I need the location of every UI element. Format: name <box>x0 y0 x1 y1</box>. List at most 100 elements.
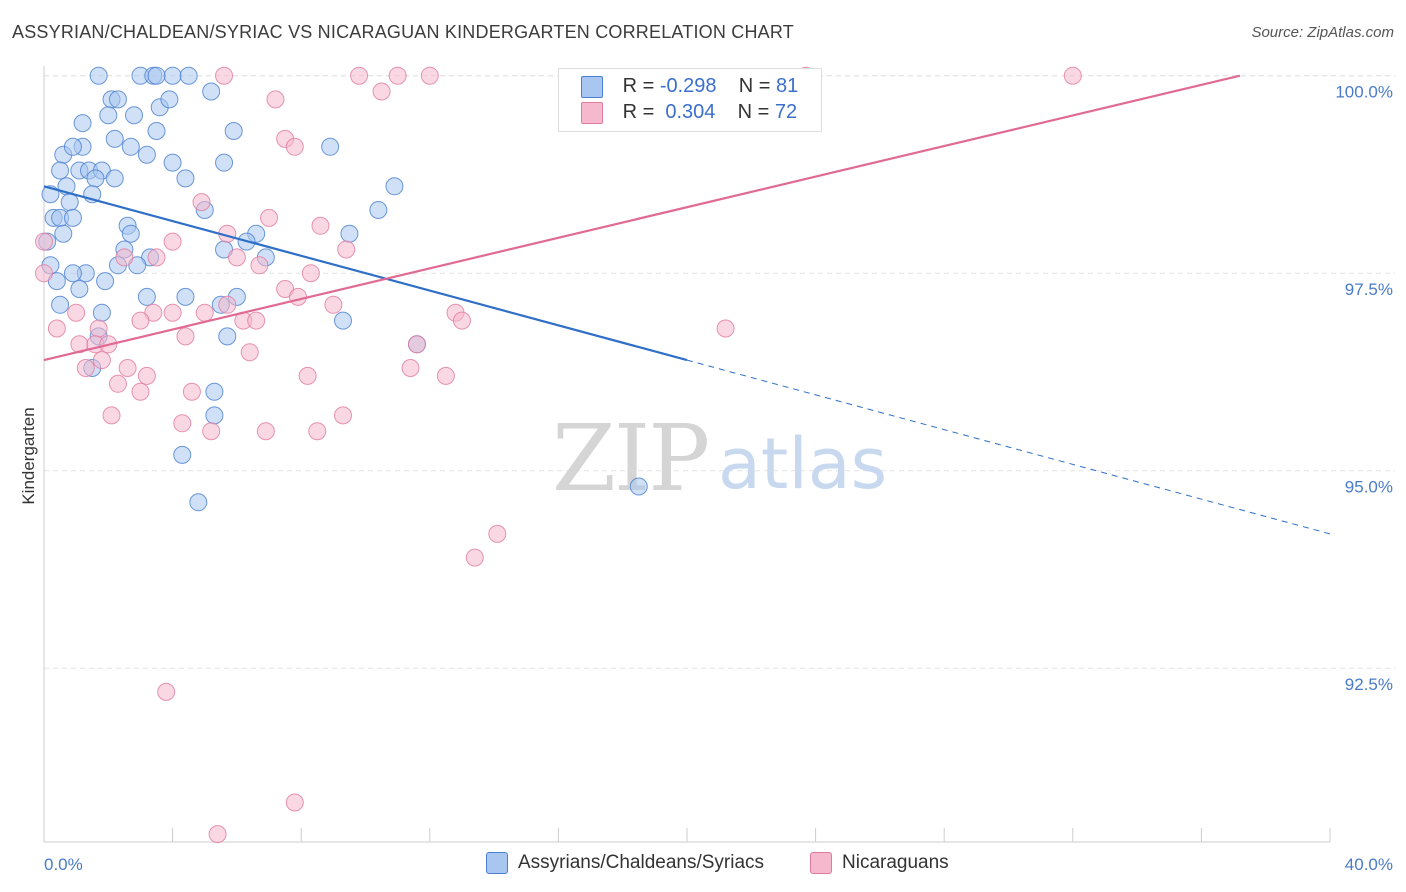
point-nicaraguan <box>108 374 127 393</box>
point-assyrian <box>147 122 166 140</box>
x-tick-label: 0.0% <box>44 855 83 874</box>
legend-item-assyrians[interactable]: Assyrians/Chaldeans/Syriacs <box>486 852 764 874</box>
point-assyrian <box>369 201 388 219</box>
point-nicaraguan <box>288 287 307 306</box>
point-assyrian <box>629 477 648 496</box>
trendline-assyrian <box>43 185 688 362</box>
point-assyrian <box>333 311 352 330</box>
legend-r-label: R = <box>622 101 655 123</box>
point-assyrian <box>86 169 105 188</box>
point-assyrian <box>96 272 115 291</box>
point-nicaraguan <box>301 264 320 283</box>
trendline-assyrian-extension <box>686 359 1331 535</box>
point-nicaraguan <box>163 232 182 251</box>
point-assyrian <box>128 256 147 275</box>
x-tick-label: 40.0% <box>1345 855 1393 874</box>
point-nicaraguan <box>1063 66 1082 85</box>
point-nicaraguan <box>333 406 352 425</box>
point-assyrian <box>99 106 118 125</box>
point-assyrian <box>51 161 70 180</box>
point-nicaraguan <box>285 137 304 156</box>
point-nicaraguan <box>298 366 317 385</box>
point-assyrian <box>179 66 198 85</box>
point-nicaraguan <box>420 66 439 85</box>
y-tick-label: 100.0% <box>1335 83 1393 102</box>
point-nicaraguan <box>337 240 356 259</box>
point-assyrian <box>147 66 166 85</box>
point-nicaraguan <box>388 66 407 85</box>
point-nicaraguan <box>92 351 111 370</box>
point-assyrian <box>105 169 124 188</box>
point-assyrian <box>47 272 66 291</box>
legend-r-label: R = <box>622 75 655 97</box>
point-nicaraguan <box>115 248 134 267</box>
point-nicaraguan <box>250 256 269 275</box>
point-assyrian <box>60 193 79 212</box>
point-nicaraguan <box>372 82 391 101</box>
point-assyrian <box>321 137 340 156</box>
point-nicaraguan <box>488 524 507 543</box>
point-nicaraguan <box>311 216 330 235</box>
legend-swatch-pink <box>581 101 603 124</box>
point-nicaraguan <box>35 264 53 283</box>
point-nicaraguan <box>256 422 275 441</box>
point-nicaraguan <box>131 311 150 330</box>
point-assyrian <box>70 280 89 298</box>
legend-item-nicaraguans[interactable]: Nicaraguans <box>810 852 949 874</box>
point-assyrian <box>89 66 108 85</box>
point-nicaraguan <box>202 422 221 441</box>
point-assyrian <box>173 445 192 464</box>
point-assyrian <box>205 382 224 401</box>
y-axis-label: Kindergarten <box>19 407 38 504</box>
point-assyrian <box>121 137 140 156</box>
point-assyrian <box>176 287 195 306</box>
point-nicaraguan <box>102 406 121 425</box>
legend-swatch-pink <box>810 852 832 874</box>
point-nicaraguan <box>240 343 259 362</box>
legend-row-assyrians: R = -0.298 N = 81 <box>581 75 798 101</box>
point-nicaraguan <box>137 366 156 385</box>
legend-n-label: N = <box>737 101 770 123</box>
point-assyrian <box>189 493 208 512</box>
point-nicaraguan <box>47 319 66 338</box>
stats-legend: R = -0.298 N = 81 R = 0.304 N = 72 <box>558 68 822 132</box>
point-nicaraguan <box>465 548 484 567</box>
grid-lines <box>44 75 1395 669</box>
point-nicaraguan <box>260 208 279 227</box>
point-nicaraguan <box>215 66 234 85</box>
point-assyrian <box>92 303 111 322</box>
point-assyrian <box>160 90 179 109</box>
point-assyrian <box>202 82 221 101</box>
data-points <box>35 66 1082 844</box>
point-nicaraguan <box>324 295 343 314</box>
point-assyrian <box>108 90 127 109</box>
y-tick-label: 92.5% <box>1345 675 1393 694</box>
point-assyrian <box>218 327 237 346</box>
point-nicaraguan <box>350 66 369 85</box>
point-nicaraguan <box>182 382 201 401</box>
point-nicaraguan <box>67 303 86 322</box>
point-assyrian <box>163 153 182 172</box>
legend-n-value: 72 <box>774 101 798 123</box>
point-assyrian <box>51 295 70 314</box>
point-nicaraguan <box>208 825 227 844</box>
point-assyrian <box>215 153 234 172</box>
legend-r-value: -0.298 <box>659 75 717 97</box>
point-nicaraguan <box>89 319 108 338</box>
point-nicaraguan <box>227 248 246 267</box>
point-assyrian <box>125 106 144 125</box>
point-assyrian <box>224 122 243 140</box>
point-nicaraguan <box>147 248 166 267</box>
tick-labels: 92.5% 95.0% 97.5% 100.0% 0.0% 40.0% <box>44 83 1393 874</box>
point-assyrian <box>137 287 156 306</box>
point-assyrian <box>137 145 156 164</box>
point-assyrian <box>385 177 404 196</box>
point-nicaraguan <box>144 303 163 322</box>
point-assyrian <box>121 224 140 243</box>
point-assyrian <box>176 169 195 188</box>
point-nicaraguan <box>285 793 304 812</box>
point-nicaraguan <box>131 382 150 401</box>
legend-label: Assyrians/Chaldeans/Syriacs <box>518 852 765 874</box>
point-nicaraguan <box>76 359 95 377</box>
point-nicaraguan <box>195 303 214 322</box>
